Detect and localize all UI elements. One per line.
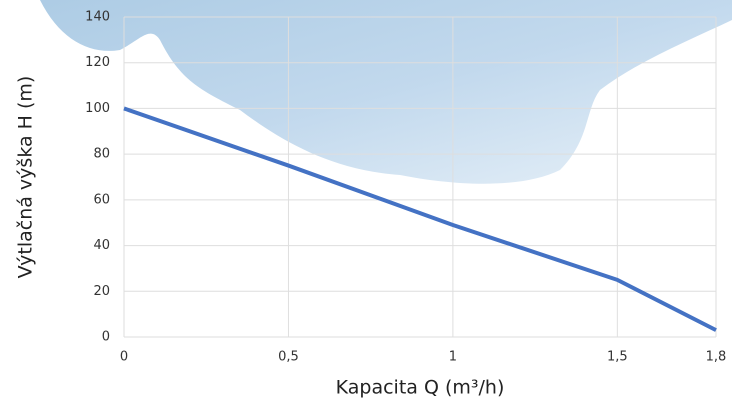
x-tick-label: 0	[120, 350, 128, 365]
y-tick-label: 100	[85, 101, 110, 116]
x-tick-label: 1	[449, 350, 457, 365]
y-tick-label: 20	[93, 284, 110, 299]
y-tick-label: 120	[85, 55, 110, 70]
y-tick-label: 0	[102, 330, 110, 345]
y-tick-label: 60	[93, 192, 110, 207]
y-tick-label: 140	[85, 10, 110, 25]
x-tick-label: 1,5	[607, 350, 628, 365]
x-axis-title: Kapacita Q (m³/h)	[336, 377, 505, 399]
watercolor-background	[40, 0, 732, 184]
x-tick-label: 0,5	[278, 350, 299, 365]
x-tick-label: 1,8	[706, 350, 727, 365]
data-line	[123, 106, 717, 332]
y-tick-label: 80	[93, 147, 110, 162]
y-tick-label: 40	[93, 238, 110, 253]
y-axis-title: Výtlačná výška H (m)	[15, 76, 37, 279]
